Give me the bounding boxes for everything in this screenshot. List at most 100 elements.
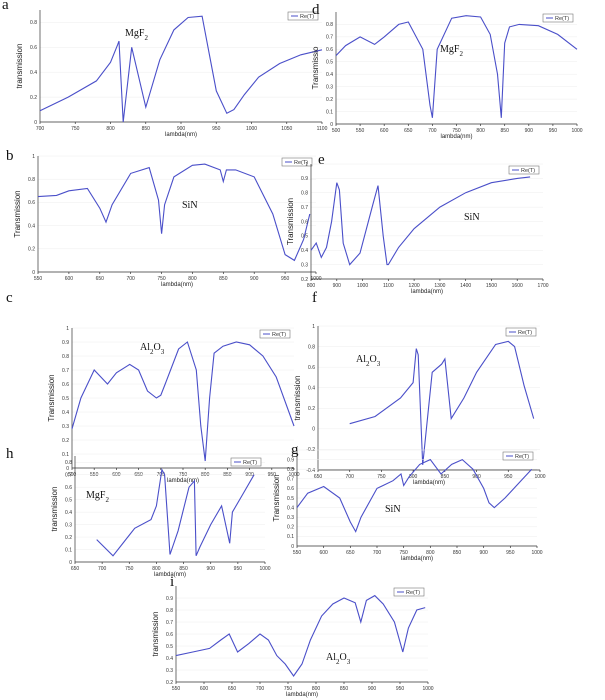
- y-axis-label: Transmission: [286, 198, 295, 245]
- panel-d: d 0 0.1 0.2 0.3 0.4 0.5 0.6 0.7 0.8 500 550 600 650 7…: [298, 0, 603, 140]
- material-label: MgF2: [86, 490, 109, 504]
- y-tick-label: 0.4: [65, 510, 72, 516]
- y-tick-label: 0.5: [65, 497, 72, 503]
- series-line: [175, 594, 426, 677]
- x-tick-label: 850: [441, 474, 450, 480]
- y-tick-label: 0.3: [326, 84, 333, 90]
- y-tick-label: 0.9: [301, 176, 308, 182]
- x-tick-label: 900: [333, 283, 342, 289]
- x-tick-label: 700: [346, 474, 355, 480]
- y-axis-label: Transmission: [272, 474, 281, 521]
- y-tick-label: 0: [69, 560, 72, 566]
- x-tick-label: 950: [504, 474, 513, 480]
- material-label: Al2O3: [326, 652, 351, 666]
- y-tick-label: 1: [32, 154, 35, 160]
- y-tick-label: 0.3: [166, 668, 173, 674]
- y-tick-label: 1: [66, 326, 69, 332]
- x-tick-label: 1100: [317, 126, 328, 132]
- x-tick-label: 650: [346, 550, 355, 556]
- x-tick-label: 750: [179, 472, 188, 478]
- panel-a: a 0 0.2 0.4 0.6 0.8 700 750 800 850 900 950 1000 105…: [0, 0, 328, 140]
- x-tick-label: 850: [501, 128, 510, 134]
- y-tick-label: 0.6: [326, 47, 333, 53]
- y-tick-label: 0.3: [65, 522, 72, 528]
- x-tick-label: 900: [368, 686, 377, 692]
- x-tick-label: 900: [177, 126, 186, 132]
- x-tick-label: 900: [472, 474, 481, 480]
- legend-label: Re(T): [294, 160, 308, 166]
- series-line: [39, 15, 323, 123]
- y-tick-label: 0.4: [326, 72, 333, 78]
- material-label: Al2O3: [356, 354, 381, 368]
- series-line: [349, 340, 535, 465]
- y-tick-label: 0.8: [28, 177, 35, 183]
- x-tick-label: 800: [106, 126, 115, 132]
- x-tick-label: 850: [340, 686, 349, 692]
- x-axis-label: lambda(nm): [401, 556, 433, 562]
- y-tick-label: 1: [312, 324, 315, 330]
- x-tick-label: 500: [68, 472, 77, 478]
- x-tick-label: 1000: [246, 126, 257, 132]
- material-label: SiN: [464, 212, 480, 223]
- x-tick-label: 900: [250, 276, 259, 282]
- panel-label: f: [312, 290, 317, 306]
- material-label: MgF2: [440, 44, 463, 58]
- y-tick-label: 1: [305, 162, 308, 168]
- y-axis-label: transmission: [15, 44, 24, 89]
- chart-h: 0 0.1 0.2 0.3 0.4 0.5 0.6 0.7 0.8 650 700 750 800 850…: [50, 456, 271, 578]
- legend-box: [508, 165, 540, 175]
- y-tick-label: 0.6: [65, 485, 72, 491]
- panel-label: i: [170, 574, 175, 590]
- x-axis-label: lambda(nm): [411, 289, 443, 295]
- legend-label: Re(T): [518, 330, 532, 336]
- y-axis-label: Transmissio: [311, 46, 320, 89]
- legend-label: Re(T): [406, 590, 420, 596]
- series-line: [310, 176, 531, 266]
- legend-box: [393, 587, 425, 597]
- y-tick-label: 0.9: [62, 340, 69, 346]
- x-tick-label: 550: [34, 276, 43, 282]
- x-tick-label: 550: [356, 128, 365, 134]
- legend-label: Re(T): [515, 454, 529, 460]
- y-tick-label: 0.4: [287, 505, 294, 511]
- legend-box: [502, 451, 534, 461]
- y-tick-label: 0.6: [287, 486, 294, 492]
- x-axis-label: lambda(nm): [413, 480, 445, 486]
- y-tick-label: 0.9: [287, 457, 294, 463]
- x-axis-label: lambda(nm): [167, 478, 199, 484]
- x-tick-label: 800: [188, 276, 197, 282]
- y-tick-label: 0.1: [326, 109, 333, 115]
- x-tick-label: 650: [71, 566, 80, 572]
- y-tick-label: 0.2: [326, 97, 333, 103]
- panel-label: b: [6, 148, 14, 164]
- y-tick-label: 0.2: [28, 247, 35, 253]
- chart-b: 0 0.2 0.4 0.6 0.8 1 550 600 650 700 750 800 850 900 95…: [13, 154, 322, 288]
- x-tick-label: 1000: [571, 128, 582, 134]
- x-tick-label: 950: [396, 686, 405, 692]
- legend-label: Re(T): [243, 460, 257, 466]
- y-tick-label: 0.3: [62, 424, 69, 430]
- y-tick-label: 0.2: [308, 406, 315, 412]
- x-tick-label: 800: [307, 283, 316, 289]
- legend-box: [230, 457, 262, 467]
- y-tick-label: 0.7: [65, 473, 72, 479]
- y-tick-label: 0: [34, 120, 37, 126]
- y-tick-label: -0.4: [306, 468, 315, 474]
- x-tick-label: 850: [179, 566, 188, 572]
- x-tick-label: 550: [172, 686, 181, 692]
- x-tick-label: 1000: [357, 283, 368, 289]
- panel-f: f -0.4 -0.2 0 0.2 0.4 0.6 0.8 1 650 700 750 800 850 9…: [293, 284, 605, 486]
- x-tick-label: 700: [98, 566, 107, 572]
- x-tick-label: 700: [36, 126, 45, 132]
- y-tick-label: 0.3: [301, 262, 308, 268]
- x-tick-label: 950: [268, 472, 277, 478]
- y-tick-label: 0.5: [166, 644, 173, 650]
- x-tick-label: 550: [90, 472, 99, 478]
- y-tick-label: 0.5: [62, 396, 69, 402]
- y-tick-label: 0.6: [28, 200, 35, 206]
- y-tick-label: 0.8: [166, 608, 173, 614]
- legend-label: Re(T): [300, 14, 314, 20]
- y-axis-label: Transmission: [13, 190, 22, 237]
- panel-label: e: [318, 152, 325, 168]
- x-tick-label: 600: [200, 686, 209, 692]
